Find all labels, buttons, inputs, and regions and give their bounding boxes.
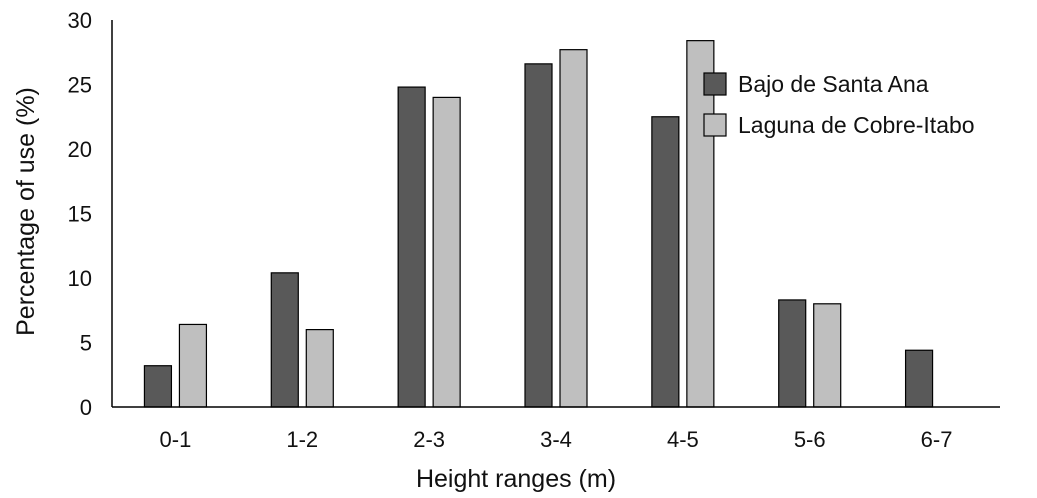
bar-bajo-de-santa-ana-4-5 [651, 116, 680, 408]
bar-bajo-de-santa-ana-2-3 [397, 86, 426, 408]
y-tick-label: 0 [80, 395, 92, 420]
legend-swatch [703, 113, 727, 137]
x-tick-label: 5-6 [794, 427, 826, 452]
x-axis-ticks: 0-1 1-2 2-3 3-4 4-5 5-6 6-7 [160, 427, 953, 452]
bar-laguna-de-cobre-itabo-5-6 [813, 303, 842, 408]
y-tick-label: 5 [80, 331, 92, 356]
x-tick-label: 2-3 [413, 427, 445, 452]
y-tick-label: 30 [68, 8, 92, 33]
bar-bajo-de-santa-ana-1-2 [270, 272, 299, 408]
bar-bajo-de-santa-ana-0-1 [143, 365, 173, 408]
bar-laguna-de-cobre-itabo-2-3 [432, 96, 461, 408]
x-tick-label: 1-2 [286, 427, 318, 452]
x-tick-label: 6-7 [921, 427, 953, 452]
legend-label: Bajo de Santa Ana [738, 71, 929, 97]
bar-bajo-de-santa-ana-3-4 [524, 63, 553, 408]
bar-laguna-de-cobre-itabo-0-1 [178, 323, 208, 408]
legend: Bajo de Santa Ana Laguna de Cobre-Itabo [703, 71, 975, 138]
y-tick-label: 15 [68, 202, 92, 227]
bar-laguna-de-cobre-itabo-4-5 [686, 40, 715, 408]
legend-label: Laguna de Cobre-Itabo [738, 112, 975, 138]
x-tick-label: 4-5 [667, 427, 699, 452]
legend-swatch [703, 72, 727, 96]
x-axis-label: Height ranges (m) [416, 465, 616, 493]
bar-laguna-de-cobre-itabo-3-4 [559, 49, 588, 408]
y-axis-label: Percentage of use (%) [12, 87, 40, 336]
x-tick-label: 0-1 [160, 427, 192, 452]
x-tick-label: 3-4 [540, 427, 572, 452]
bars [143, 40, 934, 408]
y-tick-label: 10 [68, 266, 92, 291]
bar-bajo-de-santa-ana-6-7 [904, 349, 934, 408]
y-tick-label: 20 [68, 137, 92, 162]
bar-laguna-de-cobre-itabo-1-2 [305, 329, 334, 408]
y-axis-ticks: 0 5 10 15 20 25 30 [68, 8, 92, 420]
y-tick-label: 25 [68, 73, 92, 98]
bar-bajo-de-santa-ana-5-6 [778, 299, 807, 408]
